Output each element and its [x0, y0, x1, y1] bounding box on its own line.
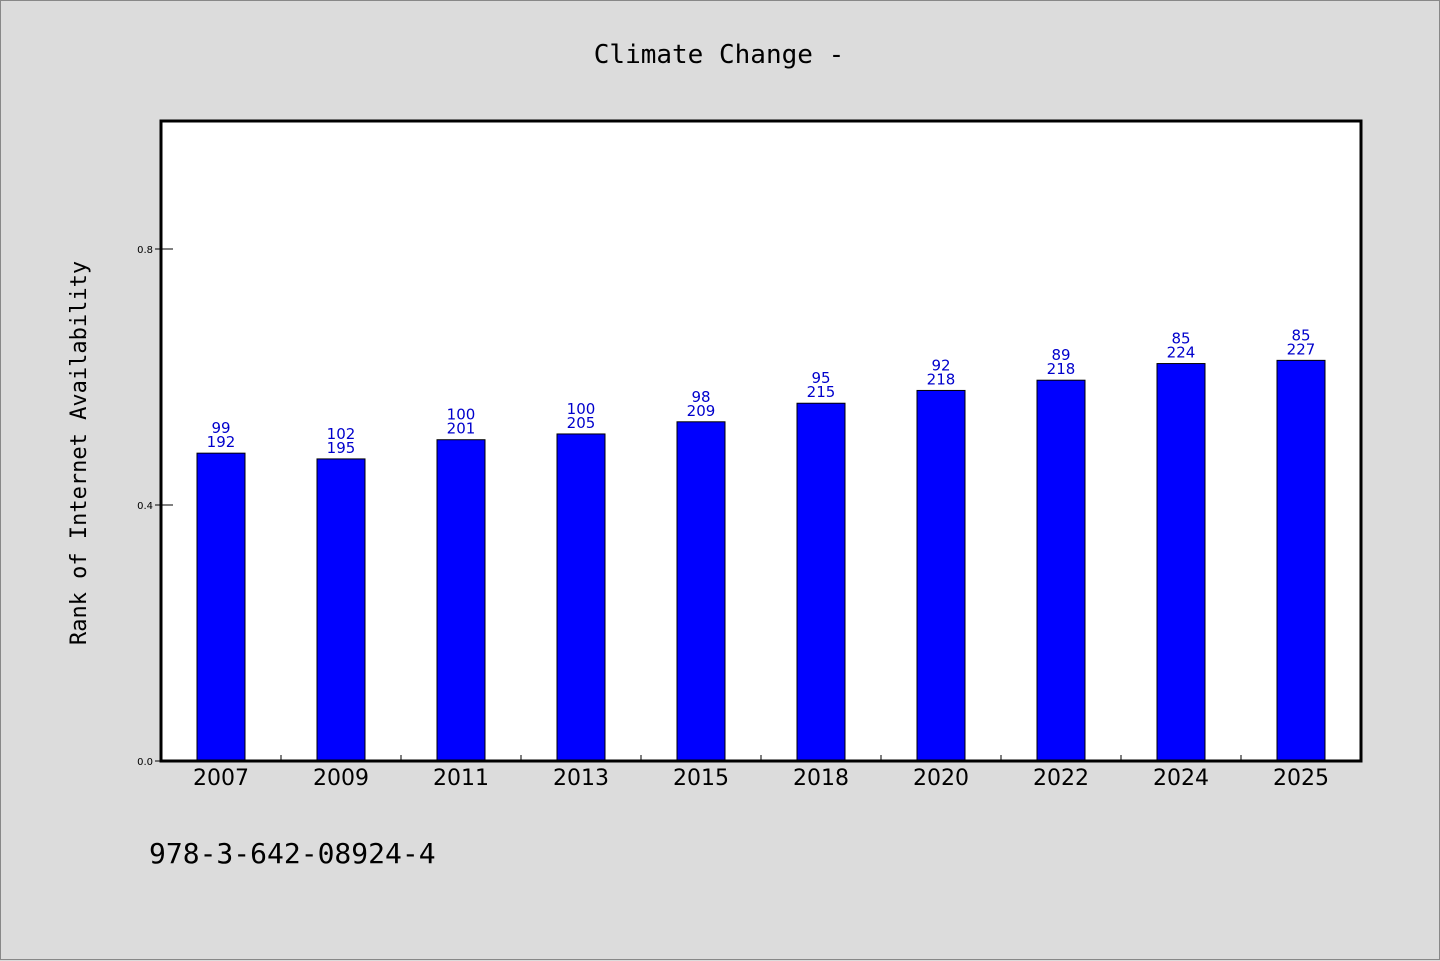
x-tick-label: 2009	[313, 766, 369, 791]
x-tick-label: 2022	[1033, 766, 1089, 791]
data-label-top: 98	[691, 388, 710, 406]
bar-2007	[196, 452, 246, 762]
data-label-top: 102	[327, 425, 356, 443]
data-label-top: 100	[447, 406, 476, 424]
data-label-top: 85	[1291, 326, 1310, 344]
isbn-footer: 978-3-642-08924-4	[149, 837, 436, 870]
bar-2024	[1156, 363, 1206, 762]
bar-2018	[796, 402, 846, 762]
data-label-top: 100	[567, 400, 596, 418]
data-label-bottom: 201	[447, 420, 476, 438]
data-label-bottom: 218	[927, 370, 956, 388]
plot-border	[159, 119, 1363, 763]
data-label-top: 85	[1171, 330, 1190, 348]
bars-layer	[196, 359, 1326, 762]
data-label-bottom: 209	[687, 402, 716, 420]
x-tick-label: 2018	[793, 766, 849, 791]
data-label-top: 95	[811, 369, 830, 387]
bar-2015	[676, 421, 726, 762]
bar-2013	[556, 433, 606, 762]
x-tick-label: 2020	[913, 766, 969, 791]
data-label-bottom: 195	[327, 439, 356, 457]
x-tick-label: 2007	[193, 766, 249, 791]
y-tick-label: 0.4	[137, 501, 153, 512]
data-label-top: 89	[1051, 346, 1070, 364]
bar-2022	[1036, 379, 1086, 762]
x-tick-label: 2015	[673, 766, 729, 791]
data-label-top: 99	[211, 419, 230, 437]
x-tick-label: 2025	[1273, 766, 1329, 791]
data-label-bottom: 224	[1167, 344, 1196, 362]
x-tick-label: 2013	[553, 766, 609, 791]
tick-layer: 0.0 0.4 0.8 2007 2009 2011 2013 2015 2018 2020 202…	[137, 245, 1329, 791]
bar-2020	[916, 389, 966, 762]
x-tick-label: 2011	[433, 766, 489, 791]
data-label-bottom: 218	[1047, 360, 1076, 378]
chart-title: Climate Change -	[594, 40, 844, 70]
data-label-bottom: 215	[807, 383, 836, 401]
data-label-bottom: 227	[1287, 340, 1316, 358]
y-tick-label: 0.8	[137, 245, 153, 256]
data-label-bottom: 192	[207, 433, 236, 451]
data-label-top: 92	[931, 356, 950, 374]
x-tick-label: 2024	[1153, 766, 1209, 791]
bar-2009	[316, 458, 366, 762]
bar-2011	[436, 439, 486, 762]
data-label-bottom: 205	[567, 414, 596, 432]
y-tick-label: 0.0	[137, 757, 153, 768]
bar-2025	[1276, 359, 1326, 762]
y-axis-label: Rank of Internet Availability	[67, 261, 92, 645]
